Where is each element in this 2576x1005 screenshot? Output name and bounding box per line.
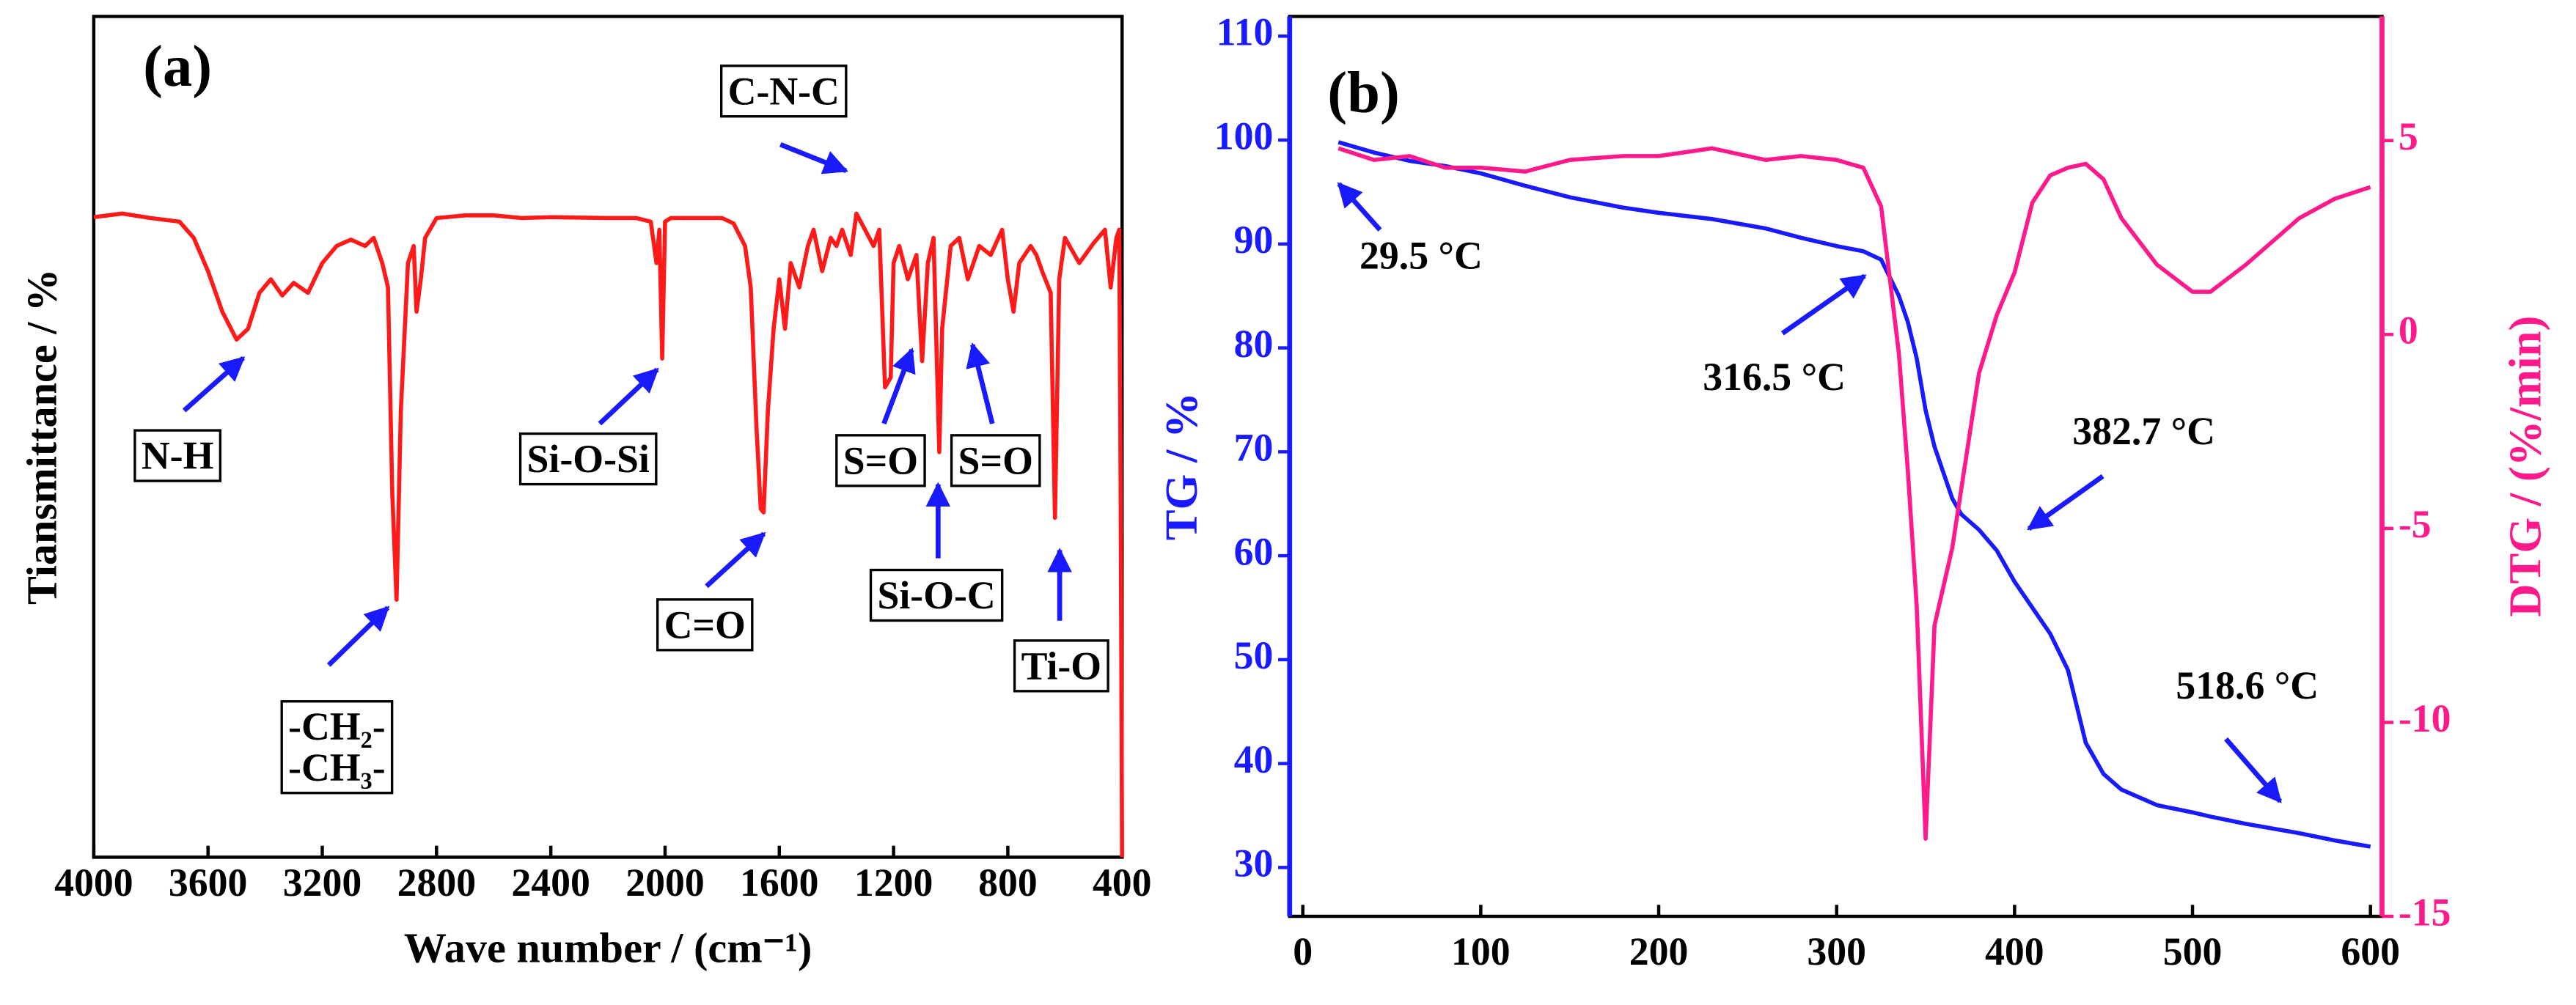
annotation-box: [950, 434, 1041, 487]
annotation: 382.7 °C: [2072, 409, 2215, 453]
x-tick-label: 400: [1985, 929, 2044, 973]
x-tick-label: 2400: [511, 861, 590, 905]
annotation-box: [518, 432, 658, 486]
annotation: Si-O-C: [877, 573, 995, 617]
annotation-arrow: [2224, 737, 2283, 803]
x-tick-label: 500: [2163, 929, 2223, 973]
data-line: [1337, 140, 2371, 849]
x-tick-label: 4000: [54, 861, 133, 905]
y-tick-label: 80: [1234, 322, 1274, 366]
x-tick-label: 2000: [625, 861, 705, 905]
annotation: 518.6 °C: [2176, 663, 2319, 707]
annotation-box: [656, 598, 754, 652]
annotation: C-N-C: [728, 69, 840, 113]
x-tick-label: 800: [978, 861, 1038, 905]
x-tick-label: 3200: [283, 861, 362, 905]
y-tick-label: 60: [1234, 529, 1274, 573]
annotation-arrow: [326, 605, 390, 667]
y2-axis-label: DTG / (%/min): [2499, 316, 2550, 617]
x-tick-label: 0: [1293, 929, 1313, 973]
annotation-arrow: [1337, 182, 1382, 232]
y-tick-label: 90: [1234, 218, 1274, 262]
y-tick-label: -5: [2399, 502, 2432, 546]
x-tick-label: 200: [1629, 929, 1689, 973]
y-tick-label: 30: [1234, 842, 1274, 886]
annotation-arrow: [598, 367, 659, 426]
annotation-arrow: [881, 347, 916, 425]
x-tick-label: 100: [1451, 929, 1511, 973]
annotation-box: [869, 568, 1004, 622]
annotation: S=O: [843, 438, 918, 482]
plot-frame: [1288, 15, 2384, 919]
y-tick-label: -10: [2399, 696, 2451, 740]
y-axis-label: TG / %: [1156, 392, 1207, 540]
y-tick-label: 100: [1214, 114, 1274, 158]
y-tick-label: 40: [1234, 737, 1274, 781]
annotation: S=O: [958, 438, 1033, 482]
x-tick-label: 3600: [169, 861, 248, 905]
y-tick-label: 50: [1234, 633, 1274, 677]
y-tick-label: -15: [2399, 890, 2451, 934]
annotation-arrow: [182, 356, 246, 413]
annotation: N-H: [142, 434, 214, 478]
x-tick-label: 1200: [854, 861, 933, 905]
annotation-box: [835, 434, 926, 487]
y-tick-label: 110: [1217, 10, 1274, 54]
panel-label: (a): [143, 34, 212, 99]
y-axis-label: Tiansmittance / %: [18, 269, 65, 605]
x-tick-label: 600: [2341, 929, 2400, 973]
annotation: C=O: [664, 603, 746, 647]
data-line: [1337, 146, 2371, 842]
annotation: 316.5 °C: [1703, 355, 1846, 399]
annotation: -CH₃-: [288, 746, 386, 789]
annotation-arrow: [2027, 474, 2105, 531]
x-tick-label: 1600: [740, 861, 819, 905]
annotation: Ti-O: [1021, 644, 1102, 688]
annotation: 29.5 °C: [1359, 233, 1483, 277]
annotation-box: [133, 429, 222, 482]
y-tick-label: 0: [2399, 309, 2418, 353]
x-tick-label: 300: [1807, 929, 1866, 973]
annotation-box: [280, 700, 394, 795]
annotation-arrow: [1780, 273, 1867, 336]
x-tick-label: 400: [1093, 861, 1152, 905]
annotation-arrow: [966, 342, 995, 424]
annotation-arrow: [705, 531, 766, 589]
x-axis-label: Wave number / (cm⁻¹): [404, 924, 812, 972]
x-tick-label: 2800: [397, 861, 476, 905]
panel-label: (b): [1327, 60, 1400, 125]
annotation: -CH₂-: [288, 704, 386, 748]
annotation-arrow: [779, 142, 849, 174]
y-tick-label: 5: [2399, 114, 2418, 158]
y-tick-label: 70: [1234, 426, 1274, 470]
annotation: Si-O-Si: [527, 437, 650, 481]
data-line: [93, 211, 1125, 858]
annotation-box: [1013, 639, 1109, 693]
annotation-box: [719, 65, 848, 118]
